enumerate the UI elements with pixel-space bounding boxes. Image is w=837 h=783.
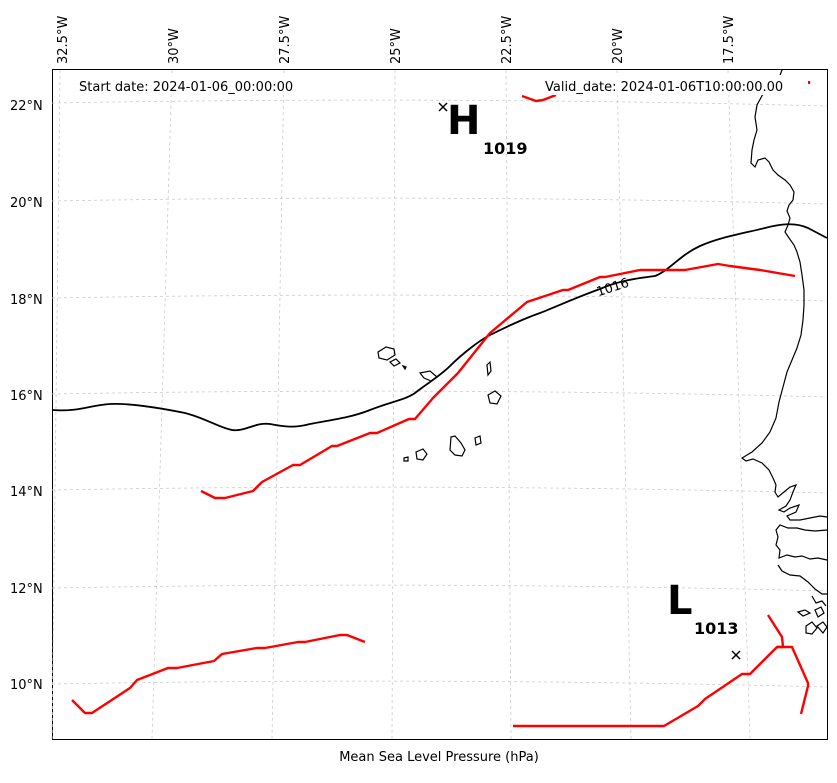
lat-tick: 16°N [10,389,43,404]
lat-tick: 20°N [10,196,43,211]
high-center-x-icon [438,102,448,112]
longitude-tick-labels: 32.5°W 30°W 27.5°W 25°W 22.5°W 20°W 17.5… [56,16,737,64]
latitude-tick-labels: 22°N 20°N 18°N 16°N 14°N 12°N 10°N [10,99,43,693]
santiago-island [449,435,466,457]
low-center-x-icon [731,650,741,660]
lon-tick: 22.5°W [500,16,515,64]
boa-vista-island [487,390,502,405]
sao-vicente-island [388,358,402,367]
plot-frame [52,69,828,740]
high-symbol: H [447,98,480,144]
africa-coastline-south [775,524,828,561]
africa-coastline [740,69,828,521]
lon-tick: 30°W [167,28,182,64]
start-date-label: Start date: 2024-01-06_00:00:00 [79,80,293,95]
coastline-notch [811,595,827,607]
lat-tick: 14°N [10,485,43,500]
lon-tick: 27.5°W [278,16,293,64]
valid-date-box [538,75,808,95]
map-caption: Mean Sea Level Pressure (hPa) [339,750,539,765]
front-north [521,93,557,103]
front-main [200,262,796,500]
brava-island [403,456,409,462]
bijagos-island-3 [805,621,818,635]
bijagos-island-4 [816,621,828,634]
low-pressure-center: L 1013 [667,578,741,660]
sal-island [486,360,492,377]
lon-tick: 20°W [611,28,626,64]
bijagos-island-2 [814,606,825,618]
front-southwest [71,633,366,715]
lat-tick: 10°N [10,678,43,693]
guinea-bissau-coast [777,564,827,595]
gridlines [51,69,828,740]
low-value: 1013 [694,619,739,638]
lon-tick: 17.5°W [722,16,737,64]
bijagos-island-1 [796,609,812,617]
lon-tick: 25°W [389,28,404,64]
front-southeast-branch [766,614,785,649]
front-southeast [513,645,810,728]
lat-tick: 18°N [10,293,43,308]
fogo-island [415,448,428,461]
maio-island [474,435,482,446]
low-symbol: L [667,578,693,624]
high-pressure-center: H 1019 [438,98,528,158]
lat-tick: 22°N [10,99,43,114]
lat-tick: 12°N [10,582,43,597]
santo-antao-island [377,346,396,361]
lon-tick: 32.5°W [56,16,71,64]
valid-date-label: Valid_date: 2024-01-06T10:00:00.00 [545,80,783,95]
fronts [71,81,811,728]
high-value: 1019 [483,139,528,158]
isobar-1016 [51,223,828,432]
start-date-box [70,75,316,95]
santa-luzia-island [401,364,407,371]
